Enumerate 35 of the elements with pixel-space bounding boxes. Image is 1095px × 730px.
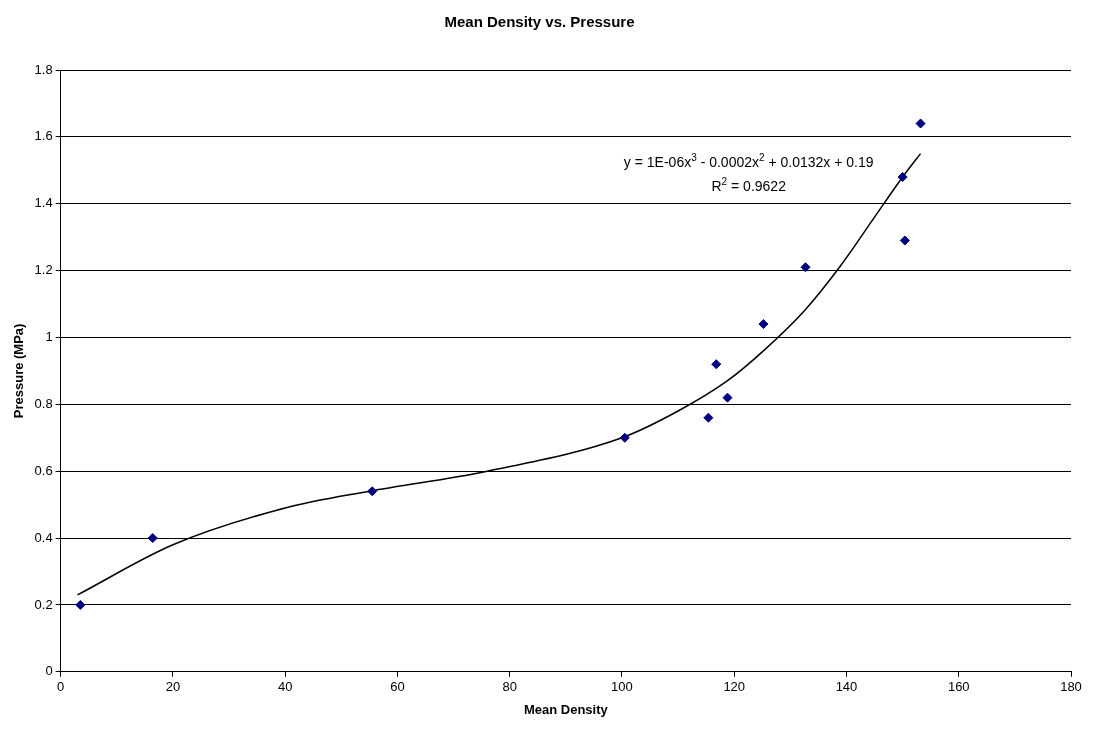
point <box>722 392 733 403</box>
x-tick-label: 120 <box>723 679 746 695</box>
x-tick-label: 160 <box>947 679 970 695</box>
y-tick-label: 1.6 <box>34 128 53 144</box>
point <box>897 171 908 182</box>
point <box>800 262 811 273</box>
y-tick-label: 0.6 <box>34 462 53 478</box>
x-tick-label: 20 <box>165 679 181 695</box>
y-tick-label: 0.8 <box>34 395 53 411</box>
x-tick-label: 40 <box>277 679 293 695</box>
x-tick-label: 100 <box>611 679 633 695</box>
y-tick-label: 1.8 <box>34 61 53 77</box>
x-tick-label: 0 <box>57 679 65 695</box>
point <box>703 412 714 423</box>
y-axis-title: Pressure (MPa) <box>11 323 27 419</box>
x-tick-label: 80 <box>502 679 517 695</box>
chart-title: Mean Density vs. Pressure <box>444 13 635 31</box>
point <box>367 486 378 497</box>
x-tick-label: 180 <box>1060 679 1082 695</box>
y-tick-label: 0 <box>45 663 53 679</box>
point <box>915 118 926 129</box>
y-tick-label: 1.2 <box>34 262 53 278</box>
y-tick-label: 0.2 <box>34 596 53 612</box>
x-axis-title: Mean Density <box>523 701 609 717</box>
y-tick-label: 0.4 <box>34 529 53 545</box>
y-tick-label: 1.4 <box>34 195 53 211</box>
x-tick-label: 140 <box>835 679 858 695</box>
point <box>147 533 158 544</box>
point <box>899 235 910 246</box>
point <box>758 319 769 330</box>
point <box>75 599 86 610</box>
x-tick-label: 60 <box>390 679 405 695</box>
point <box>619 432 630 443</box>
point <box>711 359 722 370</box>
y-tick-label: 1 <box>45 329 53 345</box>
